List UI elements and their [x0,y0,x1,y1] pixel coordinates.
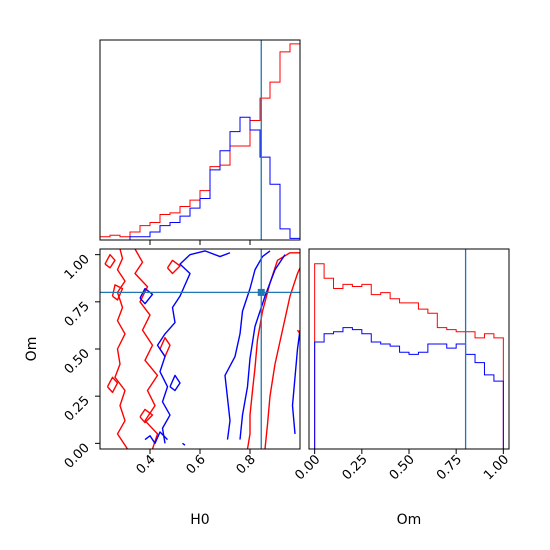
blue-contour-line [144,431,168,445]
h0-histogram-series [99,43,301,241]
joint-contours [104,249,300,449]
blue-contour-line [291,330,300,434]
red-contour-line [166,259,181,275]
red-contour-line [134,249,159,449]
blue-contour-line [224,250,271,440]
om-histogram-series [314,263,504,449]
h0-histogram-ticks [149,240,251,245]
red-contour-line [104,253,116,269]
red-contour-line [111,284,124,301]
red-om-histogram [314,263,504,449]
h0-histogram-panel [99,39,301,245]
red-contour-line [246,252,300,449]
blue-contour-line [239,254,286,440]
red-contour-line [264,267,300,449]
red-contour-line [114,249,129,449]
red-contour-line [106,376,119,394]
joint-truth-crosshair [100,249,300,449]
blue-contour-line [182,442,186,446]
blue-h0-histogram [100,116,301,241]
blue-contour-line [156,250,231,444]
om-axis-label: Om [24,337,40,362]
joint-truth-marker [257,288,265,296]
blue-contour-line [169,374,181,392]
h0-axis-label: H0 [190,512,209,528]
om-histogram-axis-label: Om [397,512,422,528]
red-contour-line [139,408,154,424]
blue-om-histogram [314,327,504,449]
